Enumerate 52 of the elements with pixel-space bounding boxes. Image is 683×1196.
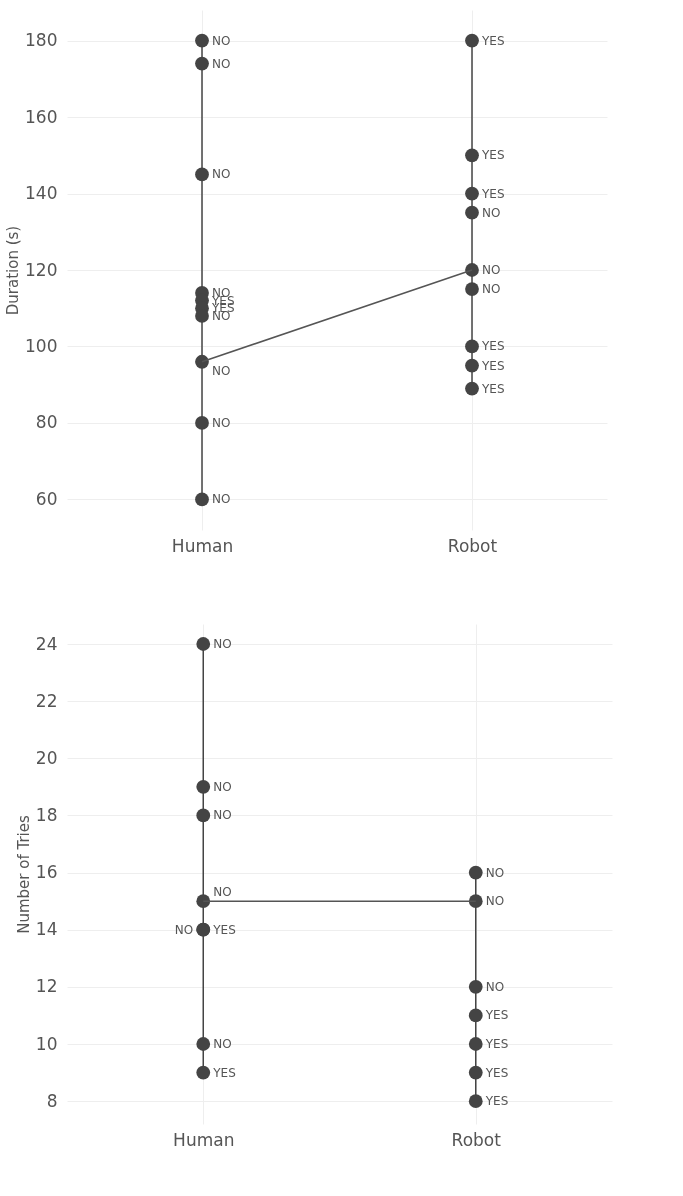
data-label: NO — [212, 415, 231, 430]
data-label: YES — [484, 1008, 509, 1023]
y-axis-title: Duration (s) — [4, 225, 23, 316]
x-tick-label: Human — [173, 1129, 235, 1150]
y-tick-label: 120 — [25, 259, 58, 280]
data-label: NO — [174, 922, 194, 937]
y-tick-label: 180 — [25, 30, 58, 51]
data-label: YES — [481, 186, 505, 201]
data-label: NO — [485, 894, 505, 909]
y-tick-label: 80 — [35, 412, 58, 433]
y-tick-label: 60 — [35, 488, 58, 509]
data-label: NO — [213, 637, 232, 651]
data-label: NO — [212, 33, 231, 48]
y-tick-label: 12 — [35, 976, 58, 997]
y-tick-label: 20 — [35, 747, 58, 768]
data-label: YES — [484, 1094, 509, 1109]
data-label: YES — [484, 1065, 509, 1080]
data-label: YES — [481, 358, 505, 373]
y-tick-label: 18 — [35, 804, 58, 825]
data-label: NO — [485, 865, 505, 880]
data-label: YES — [212, 922, 236, 937]
data-label: NO — [213, 885, 232, 900]
y-tick-label: 24 — [35, 633, 58, 654]
data-label: YES — [481, 339, 505, 354]
data-label: NO — [482, 263, 501, 277]
x-tick-label: Human — [171, 535, 234, 556]
data-label: NO — [485, 979, 505, 994]
data-label: YES — [484, 1037, 509, 1051]
y-tick-label: 160 — [25, 106, 58, 127]
data-label: NO — [212, 56, 231, 71]
data-label: NO — [212, 363, 231, 378]
data-label: YES — [212, 1065, 236, 1080]
y-tick-label: 100 — [25, 335, 58, 356]
x-tick-label: Robot — [447, 535, 498, 556]
y-tick-label: 22 — [35, 690, 58, 711]
y-tick-label: 16 — [35, 862, 58, 883]
y-axis-title: Number of Tries — [14, 815, 33, 934]
data-label: YES — [481, 381, 505, 396]
x-tick-label: Robot — [451, 1129, 502, 1150]
data-label: NO — [213, 1037, 232, 1051]
data-label: NO — [213, 808, 232, 823]
data-label: YES — [481, 33, 505, 48]
data-label: NO — [482, 282, 501, 297]
y-tick-label: 14 — [35, 919, 58, 940]
y-tick-label: 10 — [35, 1033, 58, 1054]
y-tick-label: 8 — [46, 1090, 58, 1111]
data-label: NO — [212, 167, 231, 182]
data-label: NO — [213, 779, 232, 794]
y-tick-label: 140 — [25, 183, 58, 204]
data-label: NO — [212, 492, 231, 507]
data-label: NO — [482, 205, 501, 220]
data-label: YES — [481, 148, 505, 163]
